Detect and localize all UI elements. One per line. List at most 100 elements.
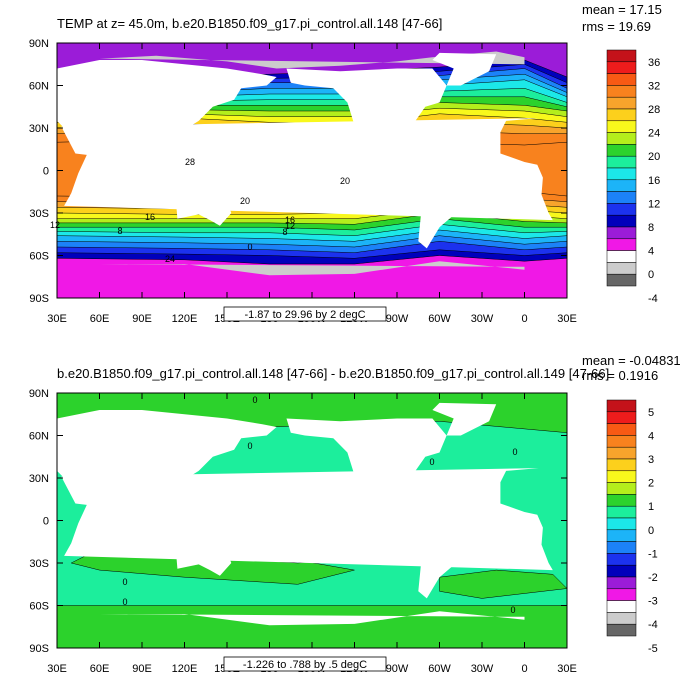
land-greenland [432,402,497,436]
colorbar-swatch [606,179,637,192]
colorbar-swatch [606,203,637,216]
colorbar-label: -5 [648,643,658,655]
x-tick-label: 30W [471,663,494,675]
land-namerica [286,68,447,160]
colorbar-label: 28 [648,104,660,116]
x-tick-label: 90W [386,313,409,325]
colorbar-swatch [606,541,637,554]
colorbar-swatch [606,529,637,542]
colorbar-label: 1 [648,501,654,513]
colorbar-swatch [606,458,637,472]
y-tick-label: 90N [29,388,49,400]
contour-label: 12 [50,220,60,230]
colorbar-swatch [606,155,637,169]
y-axis: 90N 60N 30N 0 30S 60S 90S [29,388,567,655]
plot-area [57,393,567,648]
land-eurasia [57,60,277,168]
y-tick-label: 0 [43,516,49,528]
colorbar-swatch [606,411,637,424]
colorbar-swatch [606,120,637,133]
stat-mean: mean = 17.15 [582,2,662,17]
contour-label: 0 [122,597,127,607]
colorbar-label: 16 [648,175,660,187]
land-samerica [411,153,475,249]
colorbar-label: -3 [648,596,658,608]
range-label-box [223,656,387,672]
land-australia [176,186,232,226]
colorbar-label: 24 [648,128,660,140]
colorbar-label: 8 [648,222,654,234]
colorbar-swatch [606,144,637,157]
colorbar-label: -2 [648,572,658,584]
land-antarctica [99,611,525,648]
y-axis: 90N 60N 30N 0 30S 60S 90S [29,38,567,305]
colorbar-swatch [606,623,637,637]
colorbar-swatch [606,85,637,98]
contour-label: 0 [247,242,252,252]
contour-label: 0 [512,447,517,457]
colorbar-swatch [606,73,637,86]
colorbar-swatch [606,423,637,436]
chart-panel-2: 30E60E90E120E150E180150W120W90W60W30W030… [29,353,681,675]
contour-label: 28 [185,157,195,167]
x-tick-label: 60W [428,313,451,325]
colorbar: 36 32 28 24 20 16 12 8 4 0 -4 [606,49,660,305]
colorbar-swatch [606,108,637,122]
colorbar-swatch [606,262,637,275]
colorbar-swatch [606,238,637,251]
land-eurasia [57,410,277,518]
colorbar-swatch [606,553,637,566]
diff-positive-region-3 [439,569,567,599]
contour-label: 12 [285,221,295,231]
land-greenland [432,52,497,86]
colorbar-label: 5 [648,407,654,419]
range-label-box [223,306,387,322]
colorbar-swatch [606,273,637,287]
x-tick-label: 60W [428,663,451,675]
colorbar-swatch [606,612,637,625]
colorbar-swatch [606,96,637,110]
colorbar-swatch [606,505,637,519]
contour-label: 16 [285,215,295,225]
colorbar-label: 0 [648,269,654,281]
y-tick-label: 30N [29,473,49,485]
land-indonesia [149,512,227,535]
stat-rms: rms = 0.1916 [582,368,658,383]
y-tick-label: 30S [29,208,49,220]
contour-label: 8 [282,227,287,237]
colorbar-swatch [606,588,637,601]
contour-label: 8 [117,226,122,236]
colorbar-swatch [606,576,637,590]
colorbar-swatch [606,470,637,483]
land-africa [61,468,553,571]
contour-label: 0 [122,577,127,587]
stat-rms: rms = 19.69 [582,19,651,34]
y-tick-label: 30S [29,558,49,570]
colorbar-swatch [606,49,637,63]
colorbar-label: 4 [648,246,654,258]
x-tick-label: 30E [47,313,67,325]
contour-label: 0 [429,457,434,467]
x-tick-label: 60E [90,663,110,675]
chart-panel-1: 30E60E90E120E150E180150W120W90W60W30W030… [29,2,662,325]
colorbar-label: -1 [648,548,658,560]
x-tick-label: 120E [172,663,198,675]
contour-label: 0 [510,605,515,615]
colorbar-swatch [606,226,637,240]
colorbar-label: 4 [648,430,654,442]
colorbar-swatch [606,564,637,578]
colorbar-label: 0 [648,525,654,537]
y-tick-label: 60S [29,251,49,263]
colorbar-swatch [606,494,637,507]
colorbar-label: 3 [648,454,654,466]
colorbar-label: 2 [648,478,654,490]
y-tick-label: 60S [29,601,49,613]
colorbar-label: 36 [648,57,660,69]
plot-area [57,43,567,298]
colorbar-label: -4 [648,619,658,631]
antarctic-mask [99,261,525,298]
colorbar-swatch [606,600,637,613]
colorbar-label: 32 [648,80,660,92]
range-label: -1.87 to 29.96 by 2 degC [244,309,365,321]
